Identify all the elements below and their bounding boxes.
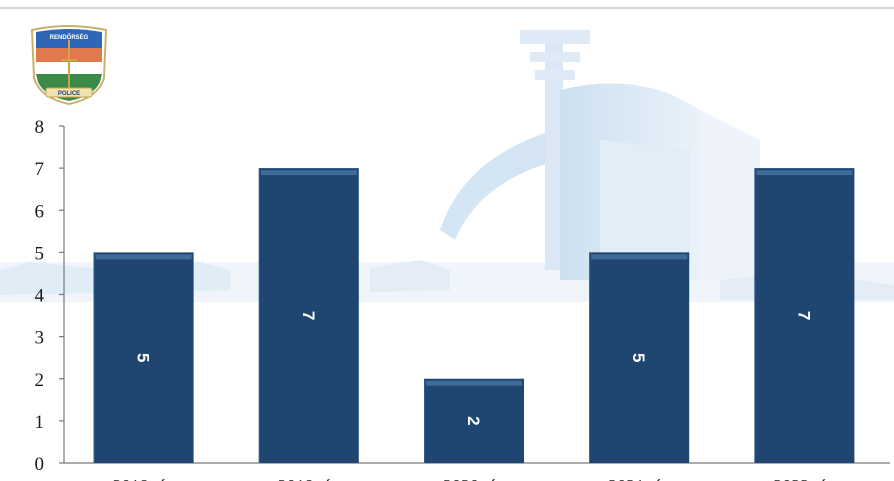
bar-data-label: 5 — [629, 353, 648, 362]
bar-body — [424, 378, 524, 463]
bar-top-highlight — [95, 254, 192, 260]
y-tick-label: 2 — [35, 370, 45, 391]
logo-text-top: RENDŐRSÉG — [50, 33, 89, 41]
x-tick-label: 2018. év — [113, 476, 175, 481]
y-tick-label: 4 — [35, 286, 45, 307]
bar-body — [258, 168, 359, 463]
bar: 2 — [424, 378, 524, 463]
bar-body — [589, 252, 690, 463]
bar-data-label: 7 — [794, 311, 813, 320]
y-axis-ticks: 0 1 2 3 4 5 6 7 8 — [35, 117, 64, 475]
logo-text-bottom: POLICE — [58, 91, 80, 97]
bar-data-label: 7 — [299, 311, 318, 320]
bar-data-label: 5 — [134, 353, 153, 362]
bar-data-label: 2 — [464, 416, 483, 425]
bar: 5 — [93, 252, 194, 463]
y-tick-label: 6 — [35, 201, 45, 222]
bar-top-highlight — [756, 170, 853, 176]
y-tick-label: 5 — [35, 243, 45, 264]
bar-top-highlight — [260, 170, 357, 176]
x-tick-label: 2022. év — [773, 476, 835, 481]
bar: 7 — [754, 168, 855, 463]
bar-body — [93, 252, 194, 463]
bar-top-highlight — [591, 254, 688, 260]
police-logo: RENDŐRSÉG POLICE — [30, 25, 108, 106]
y-tick-label: 8 — [35, 117, 45, 138]
x-tick-label: 2021. év — [608, 476, 670, 481]
y-tick-label: 1 — [35, 412, 45, 433]
bar-body — [754, 168, 855, 463]
x-tick-label: 2020. év — [443, 476, 505, 481]
y-tick-label: 3 — [35, 328, 45, 349]
x-axis-labels: 2018. év 2019. év 2020. év 2021. év 2022. év — [113, 476, 836, 481]
y-tick-label: 0 — [35, 454, 45, 475]
bar: 5 — [589, 252, 690, 463]
y-tick-label: 7 — [35, 159, 45, 180]
bar-series: 5 7 2 5 7 — [93, 168, 855, 463]
bar: 7 — [258, 168, 359, 463]
bar-top-highlight — [426, 380, 522, 386]
x-tick-label: 2019. év — [278, 476, 340, 481]
